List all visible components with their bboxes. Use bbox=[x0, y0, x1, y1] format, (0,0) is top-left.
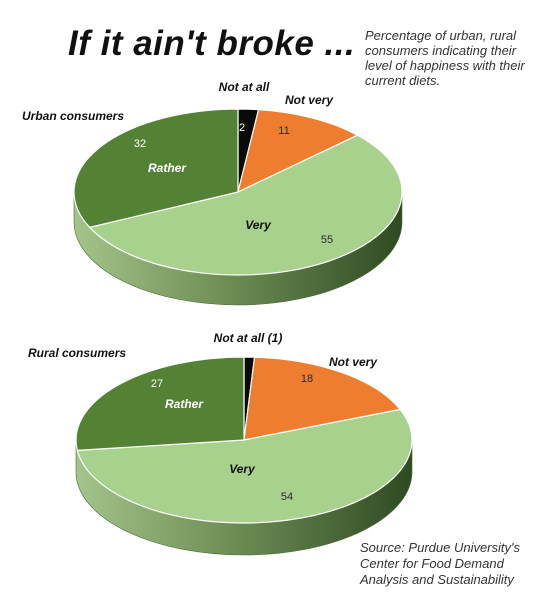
pie-slice-very bbox=[76, 408, 413, 524]
slice-label-not-at-all-1: Not at all (1) bbox=[214, 331, 283, 345]
slice-value-very: 55 bbox=[321, 234, 333, 246]
slice-label-very: Very bbox=[229, 462, 256, 476]
pie-slice-not-very bbox=[243, 356, 401, 441]
pie-rural-consumers: Rural consumers Not at all (1) Not very 18 V… bbox=[28, 331, 413, 556]
slice-label-rather: Rather bbox=[148, 161, 187, 175]
pie-urban-consumers: Urban consumers Not at all 2 Not very 11 Very… bbox=[22, 80, 403, 306]
pie-slice-very bbox=[89, 134, 403, 276]
pie-slice-rather bbox=[75, 356, 245, 452]
chart-title: If it ain't broke ... bbox=[68, 24, 356, 63]
pie-name-label: Rural consumers bbox=[28, 346, 126, 360]
slice-value-rather: 32 bbox=[134, 138, 146, 150]
slice-value-not-very: 18 bbox=[301, 373, 313, 385]
slice-value-not-at-all: 2 bbox=[239, 122, 245, 134]
slice-label-rather: Rather bbox=[165, 397, 204, 411]
source-note: Source: Purdue University's Center for F… bbox=[360, 540, 520, 587]
pie-slice-rather bbox=[73, 108, 239, 228]
slice-label-very: Very bbox=[245, 218, 272, 232]
pie-slice-not-very bbox=[237, 109, 359, 193]
pie-name-label: Urban consumers bbox=[22, 109, 124, 123]
slice-label-not-very: Not very bbox=[285, 93, 334, 107]
chart-subtitle: Percentage of urban, rural consumers ind… bbox=[365, 28, 525, 88]
slice-label-not-at-all: Not at all bbox=[219, 80, 270, 94]
slice-value-rather: 27 bbox=[151, 378, 163, 390]
slice-label-not-very: Not very bbox=[329, 355, 378, 369]
slice-value-not-very: 11 bbox=[278, 125, 289, 137]
slice-value-very: 54 bbox=[281, 491, 293, 503]
